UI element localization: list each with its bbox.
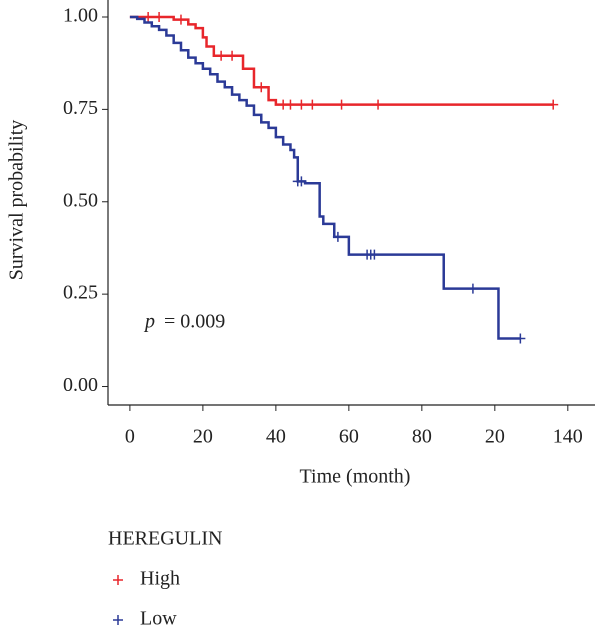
x-tick-label: 80 bbox=[412, 426, 432, 448]
y-tick-label: 0.25 bbox=[63, 282, 98, 304]
censor-mark bbox=[216, 50, 227, 61]
y-tick-label: 0.50 bbox=[63, 189, 98, 211]
survival-curve bbox=[129, 15, 554, 106]
censor-mark bbox=[548, 99, 559, 110]
x-tick-label: 0 bbox=[125, 426, 135, 448]
censor-mark bbox=[256, 82, 267, 93]
censor-mark bbox=[369, 249, 380, 260]
x-tick-label: 40 bbox=[266, 426, 286, 448]
legend-marker bbox=[113, 615, 123, 625]
x-tick-label: 20 bbox=[485, 426, 505, 448]
censor-mark bbox=[467, 283, 478, 294]
legend-label: High bbox=[140, 568, 180, 590]
y-tick-label: 1.00 bbox=[63, 5, 98, 27]
censor-mark bbox=[296, 99, 307, 110]
censor-mark bbox=[285, 99, 296, 110]
legend-label: Low bbox=[140, 608, 177, 630]
annotation-text: = 0.009 bbox=[164, 311, 225, 333]
censor-mark bbox=[307, 99, 318, 110]
censor-mark bbox=[373, 99, 384, 110]
x-tick-label: 20 bbox=[193, 426, 213, 448]
legend-title: HEREGULIN bbox=[108, 528, 222, 550]
censor-mark bbox=[143, 11, 154, 22]
censor-mark bbox=[515, 333, 526, 344]
x-tick-label: 60 bbox=[339, 426, 359, 448]
censor-mark bbox=[175, 14, 186, 25]
censor-mark bbox=[227, 50, 238, 61]
annotation-symbol: p bbox=[143, 311, 155, 333]
y-tick-label: 0.00 bbox=[63, 374, 98, 396]
censor-mark bbox=[154, 11, 165, 22]
x-axis-title: Time (month) bbox=[300, 466, 411, 488]
survival-curve bbox=[129, 15, 521, 340]
censor-mark bbox=[332, 231, 343, 242]
x-tick-label: 140 bbox=[553, 426, 583, 448]
y-tick-label: 0.75 bbox=[63, 97, 98, 119]
censor-mark bbox=[336, 99, 347, 110]
censor-mark bbox=[296, 176, 307, 187]
legend-marker bbox=[113, 575, 123, 585]
y-axis-title: Survival probability bbox=[6, 120, 28, 281]
